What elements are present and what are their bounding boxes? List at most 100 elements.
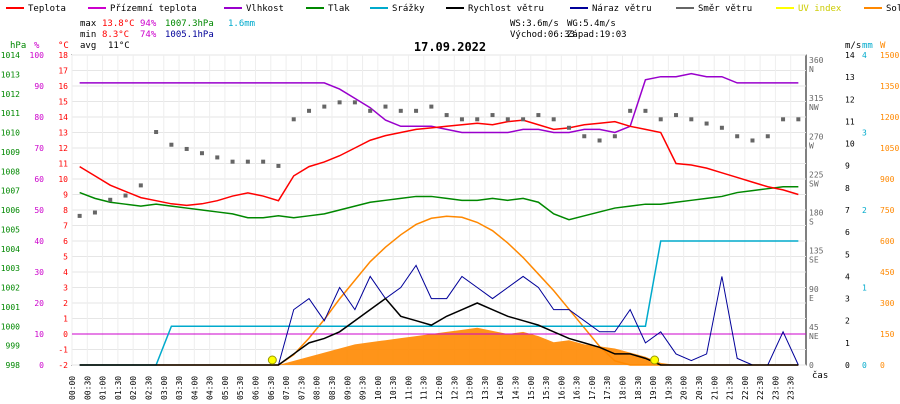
x-tick-label: 20:30 xyxy=(695,376,704,400)
wind-dir-point xyxy=(77,213,82,218)
right-axis-tick: 9 xyxy=(845,162,850,171)
right-axis-tick: 150 xyxy=(880,330,895,339)
left-axis-tick: 14 xyxy=(58,113,68,122)
left-axis-tick: 7 xyxy=(63,222,68,231)
wind-dir-point xyxy=(658,117,663,122)
temperature-line xyxy=(79,119,799,207)
humidity-line xyxy=(79,72,799,134)
wind-dir-point xyxy=(184,146,189,151)
legend-label: Teplota xyxy=(28,4,66,14)
wind-dir-point xyxy=(276,163,281,168)
stat-wg: WG:5.4m/s xyxy=(567,19,616,29)
x-tick-label: 08:00 xyxy=(313,376,322,400)
stat-max-temp: 13.8°C xyxy=(102,19,135,29)
left-axis-tick: 1000 xyxy=(1,322,20,331)
x-tick-label: 04:00 xyxy=(190,376,199,400)
x-tick-label: 20:00 xyxy=(680,376,689,400)
wind-dir-point xyxy=(490,113,495,118)
left-axis-tick: 0 xyxy=(39,361,44,370)
wind-dir-point xyxy=(765,134,770,139)
rain-line xyxy=(79,240,799,366)
x-tick-label: 03:30 xyxy=(175,376,184,400)
right-axis: W 0 150 300 450 600 750 900 1050 1200 1350 1500 xyxy=(880,41,899,370)
wind-dir-point xyxy=(414,108,419,113)
wind-dir-point xyxy=(566,125,571,130)
x-tick-label: 16:30 xyxy=(573,376,582,400)
left-axis-tick: 17 xyxy=(58,67,68,76)
left-axis-tick: 16 xyxy=(58,82,68,91)
wind-dir-point xyxy=(459,117,464,122)
wind-dir-point xyxy=(689,117,694,122)
left-axis-tick: 1010 xyxy=(1,129,20,138)
series xyxy=(72,72,806,366)
right-axis-tick: 0 xyxy=(809,361,814,370)
left-axis-tick: 1 xyxy=(63,315,68,324)
legend-label: UV index xyxy=(798,4,842,14)
left-axis-tick: 10 xyxy=(34,330,44,339)
x-tick-label: 21:30 xyxy=(726,376,735,400)
left-axis-tick: 1009 xyxy=(1,148,20,157)
legend-label: Rychlost větru xyxy=(468,4,544,14)
left-axis-unit: °C xyxy=(58,41,69,51)
left-axis-tick: 1013 xyxy=(1,70,20,79)
wind-dir-point xyxy=(352,100,357,105)
wind-dir-point xyxy=(307,108,312,113)
left-axis-tick: 8 xyxy=(63,206,68,215)
right-axis-tick: 0 xyxy=(862,361,867,370)
right-axis-tick: 4 xyxy=(862,51,867,60)
x-tick-label: 07:30 xyxy=(297,376,306,400)
legend-label: Přízemní teplota xyxy=(110,4,197,14)
wind-dir-point xyxy=(475,117,480,122)
stats-block: max 13.8°C 94% 1007.3hPa 1.6mm min 8.3°C… xyxy=(80,19,627,51)
left-axis-tick: 70 xyxy=(34,144,44,153)
x-tick-label: 17:30 xyxy=(603,376,612,400)
right-axis-tick: E xyxy=(809,294,814,303)
left-axis-tick: 4 xyxy=(63,268,68,277)
x-tick-label: 08:30 xyxy=(328,376,337,400)
right-axis-unit: mm xyxy=(862,41,873,51)
wind-dir-point xyxy=(781,117,786,122)
right-axis-tick: 5 xyxy=(845,250,850,259)
x-tick-label: 09:30 xyxy=(359,376,368,400)
left-axis-tick: 40 xyxy=(34,237,44,246)
wind-dir-point xyxy=(704,121,709,126)
wind-dir-point xyxy=(628,108,633,113)
right-axis-tick: 2 xyxy=(862,206,867,215)
x-tick-label: 10:30 xyxy=(389,376,398,400)
right-axis-tick: 11 xyxy=(845,117,855,126)
right-axis-tick: 1500 xyxy=(880,51,899,60)
left-axis-tick: 60 xyxy=(34,175,44,184)
left-axis-tick: -2 xyxy=(58,361,68,370)
right-axis-tick: N xyxy=(809,65,814,74)
right-axis-tick: 3 xyxy=(862,129,867,138)
x-tick-label: 03:00 xyxy=(160,376,169,400)
left-axis-tick: 1004 xyxy=(1,245,20,254)
grid xyxy=(71,54,807,366)
uv-marker xyxy=(267,355,277,365)
x-tick-label: 22:00 xyxy=(741,376,750,400)
wind-dir-point xyxy=(735,134,740,139)
left-axis-tick: 2 xyxy=(63,299,68,308)
left-axis-tick: 1005 xyxy=(1,225,20,234)
left-axis-tick: 3 xyxy=(63,284,68,293)
stat-sunset: Západ:19:03 xyxy=(567,30,627,40)
wind-dir-point xyxy=(505,117,510,122)
x-tick-label: 16:00 xyxy=(557,376,566,400)
right-axis-tick: NW xyxy=(809,103,819,112)
pressure-line xyxy=(79,186,799,221)
wind-dir-point xyxy=(444,113,449,118)
right-axis-tick: 13 xyxy=(845,73,855,82)
left-axis-tick: 6 xyxy=(63,237,68,246)
right-axis-tick: 360 xyxy=(809,56,824,65)
left-axis-tick: 1001 xyxy=(1,303,20,312)
left-axis-tick: 11 xyxy=(58,160,68,169)
x-tick-label: 22:30 xyxy=(756,376,765,400)
stat-min-press: 1005.1hPa xyxy=(165,30,214,40)
wind-dir-point xyxy=(750,138,755,143)
left-axis-tick: 999 xyxy=(6,342,21,351)
wind-dir-point xyxy=(108,197,113,202)
left-axis-tick: 12 xyxy=(58,144,68,153)
wind-dir-point xyxy=(337,100,342,105)
x-tick-label: 04:30 xyxy=(206,376,215,400)
